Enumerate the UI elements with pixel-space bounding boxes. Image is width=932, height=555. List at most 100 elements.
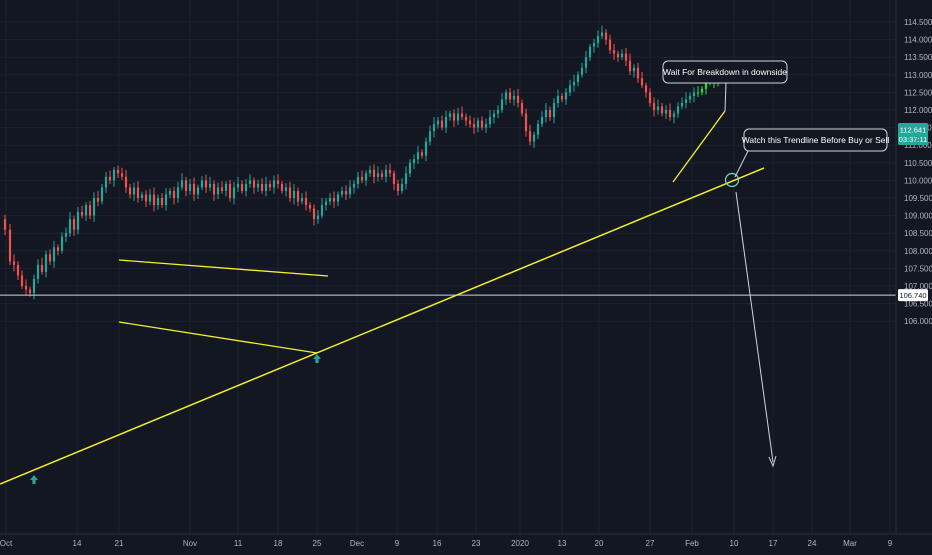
candle-body <box>168 190 172 195</box>
price-axis[interactable]: 114.500 114.000 113.500 113.000 112.500 112.0… <box>895 0 932 534</box>
buy-arrow-icon <box>313 354 321 363</box>
candle-body <box>476 120 480 128</box>
candle-body <box>60 236 64 251</box>
candle-body <box>432 124 436 132</box>
candle-body <box>160 198 164 206</box>
candle-body <box>12 261 16 265</box>
candle-body <box>352 183 356 188</box>
candle-body <box>368 169 372 174</box>
time-axis[interactable]: Oct 14 21 Nov 11 18 25 Dec 9 16 23 2020 13 20 27 Feb 10 1… <box>0 533 932 548</box>
candle-body <box>576 74 580 82</box>
candle-body <box>444 117 448 128</box>
candle-body <box>508 92 512 100</box>
candle-body <box>380 173 384 177</box>
candle-body <box>52 247 56 262</box>
candle-body <box>252 180 256 188</box>
candle-body <box>172 190 176 198</box>
candle-body <box>656 106 660 110</box>
candle-body <box>652 102 656 110</box>
candle-body <box>92 198 96 216</box>
candle-body <box>628 60 632 72</box>
candle-body <box>616 53 620 58</box>
candle-body <box>268 183 272 188</box>
candle-body <box>640 78 644 86</box>
candle-body <box>180 180 184 188</box>
candle-body <box>676 106 680 114</box>
candle-body <box>300 198 304 202</box>
candle-body <box>588 46 592 58</box>
wedge-lower-line <box>118 321 318 354</box>
candle-body <box>560 95 564 100</box>
candle-body <box>112 169 116 181</box>
candle-body <box>128 187 132 195</box>
main-trendline <box>0 167 765 485</box>
candle-body <box>424 141 428 156</box>
candle-body <box>456 113 460 121</box>
candle-body <box>520 102 524 114</box>
price-tick-label: 109.000 <box>904 212 932 221</box>
candle-body <box>464 117 468 121</box>
callout-box <box>662 60 788 84</box>
candle-body <box>332 198 336 202</box>
candle-body <box>572 81 576 86</box>
candle-body <box>388 169 392 174</box>
price-tick-label: 107.500 <box>904 264 932 273</box>
candle-body <box>664 110 668 114</box>
candle-body <box>192 183 196 195</box>
candle-body <box>504 92 508 100</box>
candle-body <box>136 187 140 198</box>
candle-body <box>276 180 280 184</box>
candle-body <box>532 134 536 142</box>
candle-body <box>156 198 160 206</box>
time-tick-label: 24 <box>808 539 817 548</box>
candle-body <box>236 183 240 188</box>
time-tick-label: 20 <box>595 539 604 548</box>
candle-body <box>528 131 532 142</box>
candle-body <box>516 95 520 103</box>
time-tick-label: Mar <box>843 539 857 548</box>
candle-body <box>200 180 204 188</box>
projection-arrowhead <box>768 455 777 468</box>
candle-body <box>412 159 416 163</box>
candle-body <box>404 173 408 184</box>
time-tick-label: 9 <box>395 539 400 548</box>
candle-body <box>328 198 332 202</box>
candle-body <box>440 120 444 128</box>
candle-body <box>100 187 104 202</box>
candle-body <box>228 183 232 198</box>
candle-body <box>68 219 72 234</box>
candle-body <box>356 176 360 184</box>
candle-body <box>648 92 652 103</box>
time-tick-label: Oct <box>0 539 13 548</box>
candle-body <box>340 190 344 195</box>
candle-body <box>64 233 68 237</box>
candle-body <box>3 219 7 230</box>
candle-body <box>88 205 92 216</box>
price-tick-label: 106.000 <box>904 317 932 326</box>
candle-body <box>500 99 504 110</box>
candle-body <box>16 264 20 276</box>
time-tick-label: 10 <box>730 539 739 548</box>
candle-body <box>264 183 268 191</box>
candle-body <box>668 110 672 118</box>
candle-body <box>580 67 584 75</box>
candle-body <box>144 194 148 202</box>
candle-body <box>256 183 260 188</box>
price-tick-label: 113.000 <box>904 71 932 80</box>
candle-body <box>184 180 188 191</box>
candle-body <box>140 194 144 198</box>
candle-body <box>632 67 636 72</box>
candle-body <box>320 205 324 216</box>
candle-body <box>564 92 568 100</box>
candle-body <box>72 219 76 230</box>
price-tick-label: 112.500 <box>904 88 932 97</box>
candle-body <box>260 183 264 191</box>
candle-body <box>32 278 36 294</box>
time-tick-label: 16 <box>433 539 442 548</box>
candle-body <box>8 229 12 262</box>
candle-body <box>680 102 684 107</box>
candle-body <box>696 92 700 94</box>
candle-body <box>472 124 476 128</box>
candle-body <box>324 201 328 206</box>
